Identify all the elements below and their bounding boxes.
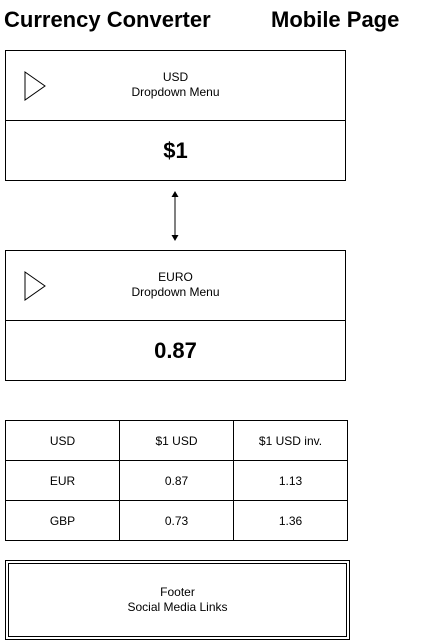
table-row: EUR 0.87 1.13 [5,460,348,501]
table-cell: GBP [5,500,120,541]
table-cell: 0.87 [119,460,234,501]
page-title: Currency Converter [4,7,211,32]
table-cell: 1.13 [233,460,348,501]
to-dropdown-label: Dropdown Menu [131,285,220,299]
to-currency-dropdown[interactable]: EURO Dropdown Menu [6,251,345,321]
page-subtitle: Mobile Page [271,7,400,32]
to-amount-output: 0.87 [154,337,197,363]
table-cell: 1.36 [233,500,348,541]
footer: Footer Social Media Links [5,560,350,640]
table-header-cell: USD [5,420,120,461]
play-triangle-icon[interactable] [23,70,47,102]
rates-table: USD $1 USD $1 USD inv. EUR 0.87 1.13 GBP… [5,420,348,541]
to-currency-label: EURO [158,270,193,284]
table-header-cell: $1 USD [119,420,234,461]
table-header-cell: $1 USD inv. [233,420,348,461]
footer-title: Footer [160,585,195,599]
from-dropdown-label: Dropdown Menu [131,85,220,99]
play-triangle-icon[interactable] [23,270,47,302]
to-dropdown-text: EURO Dropdown Menu [6,270,345,300]
from-converter-box: USD Dropdown Menu $1 [5,50,346,181]
social-media-links[interactable]: Social Media Links [127,600,228,614]
to-converter-box: EURO Dropdown Menu 0.87 [5,250,346,381]
footer-inner: Footer Social Media Links [8,563,347,637]
table-cell: EUR [5,460,120,501]
from-dropdown-text: USD Dropdown Menu [6,70,345,100]
table-header-row: USD $1 USD $1 USD inv. [5,420,348,461]
from-currency-dropdown[interactable]: USD Dropdown Menu [6,51,345,121]
table-row: GBP 0.73 1.36 [5,500,348,541]
double-arrow-icon[interactable] [167,190,183,242]
table-cell: 0.73 [119,500,234,541]
from-currency-label: USD [162,70,189,84]
from-amount-input[interactable]: $1 [163,137,188,163]
